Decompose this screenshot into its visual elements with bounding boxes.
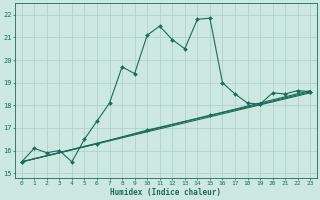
X-axis label: Humidex (Indice chaleur): Humidex (Indice chaleur) (110, 188, 221, 197)
